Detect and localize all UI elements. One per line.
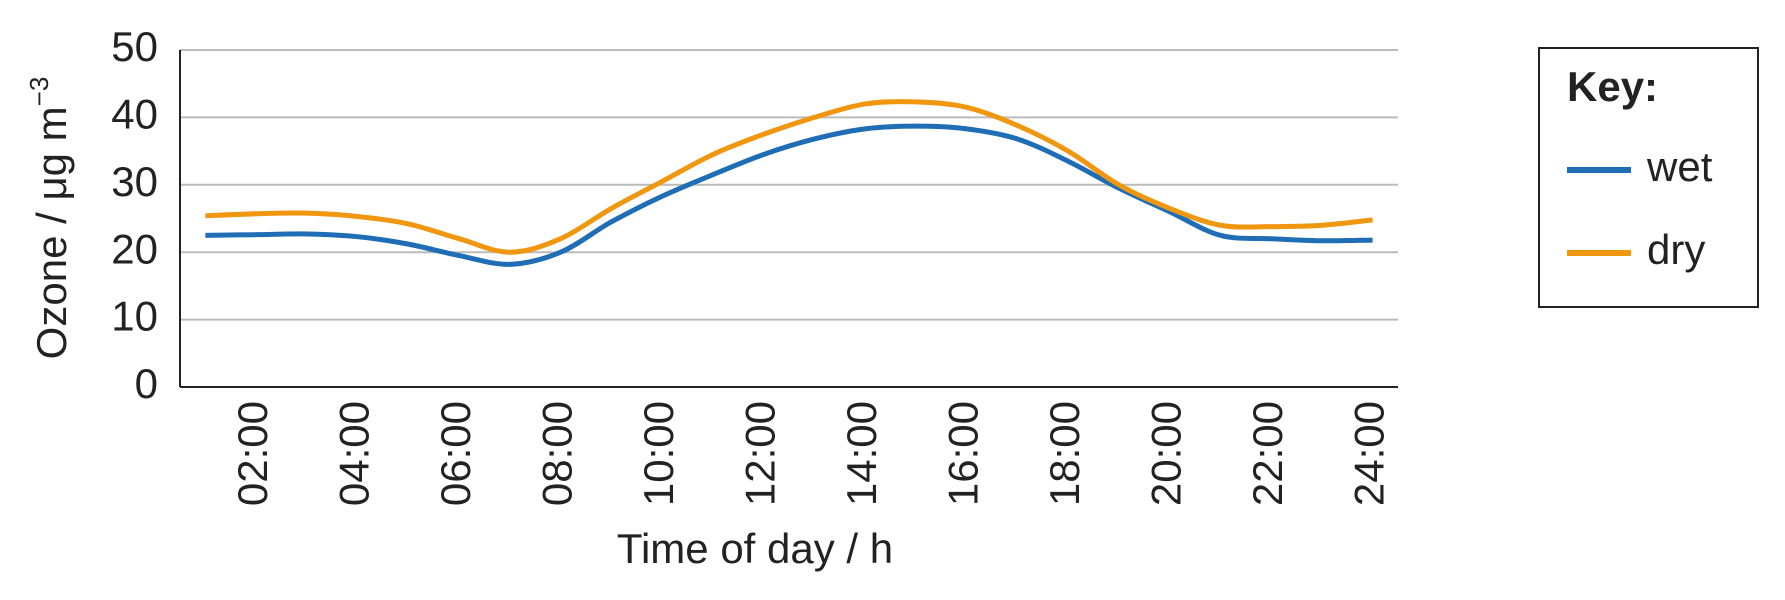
y-axis-label-sup: −3 — [24, 77, 54, 107]
legend-box — [1538, 47, 1759, 308]
x-tick-label: 10:00 — [635, 401, 682, 506]
x-tick-label: 20:00 — [1143, 401, 1190, 506]
legend-title: Key: — [1567, 63, 1658, 110]
y-tick-label: 30 — [111, 158, 158, 205]
line — [205, 123, 1373, 267]
y-tick-label: 50 — [111, 23, 158, 70]
legend-label: wet — [1646, 143, 1713, 190]
y-tick-label: 20 — [111, 225, 158, 272]
y-tick-label: 40 — [111, 90, 158, 137]
x-tick-label: 24:00 — [1346, 401, 1393, 506]
legend-label: dry — [1647, 226, 1705, 273]
line — [205, 99, 1373, 255]
x-tick-label: 18:00 — [1041, 401, 1088, 506]
x-tick-label: 16:00 — [940, 401, 987, 506]
x-tick-label: 04:00 — [331, 401, 378, 506]
y-tick-label: 10 — [111, 293, 158, 340]
x-tick-label: 02:00 — [229, 401, 276, 506]
x-tick-label: 22:00 — [1244, 401, 1291, 506]
y-tick-label: 0 — [135, 360, 158, 407]
x-axis-label: Time of day / h — [617, 525, 893, 572]
x-tick-label: 14:00 — [838, 401, 885, 506]
y-axis-label: Ozone / μg m−3 — [24, 77, 75, 360]
x-tick-label: 08:00 — [534, 401, 581, 506]
x-tick-label: 06:00 — [432, 401, 479, 506]
y-axis-label-text: Ozone / μg m — [28, 106, 75, 359]
x-tick-label: 12:00 — [737, 401, 784, 506]
